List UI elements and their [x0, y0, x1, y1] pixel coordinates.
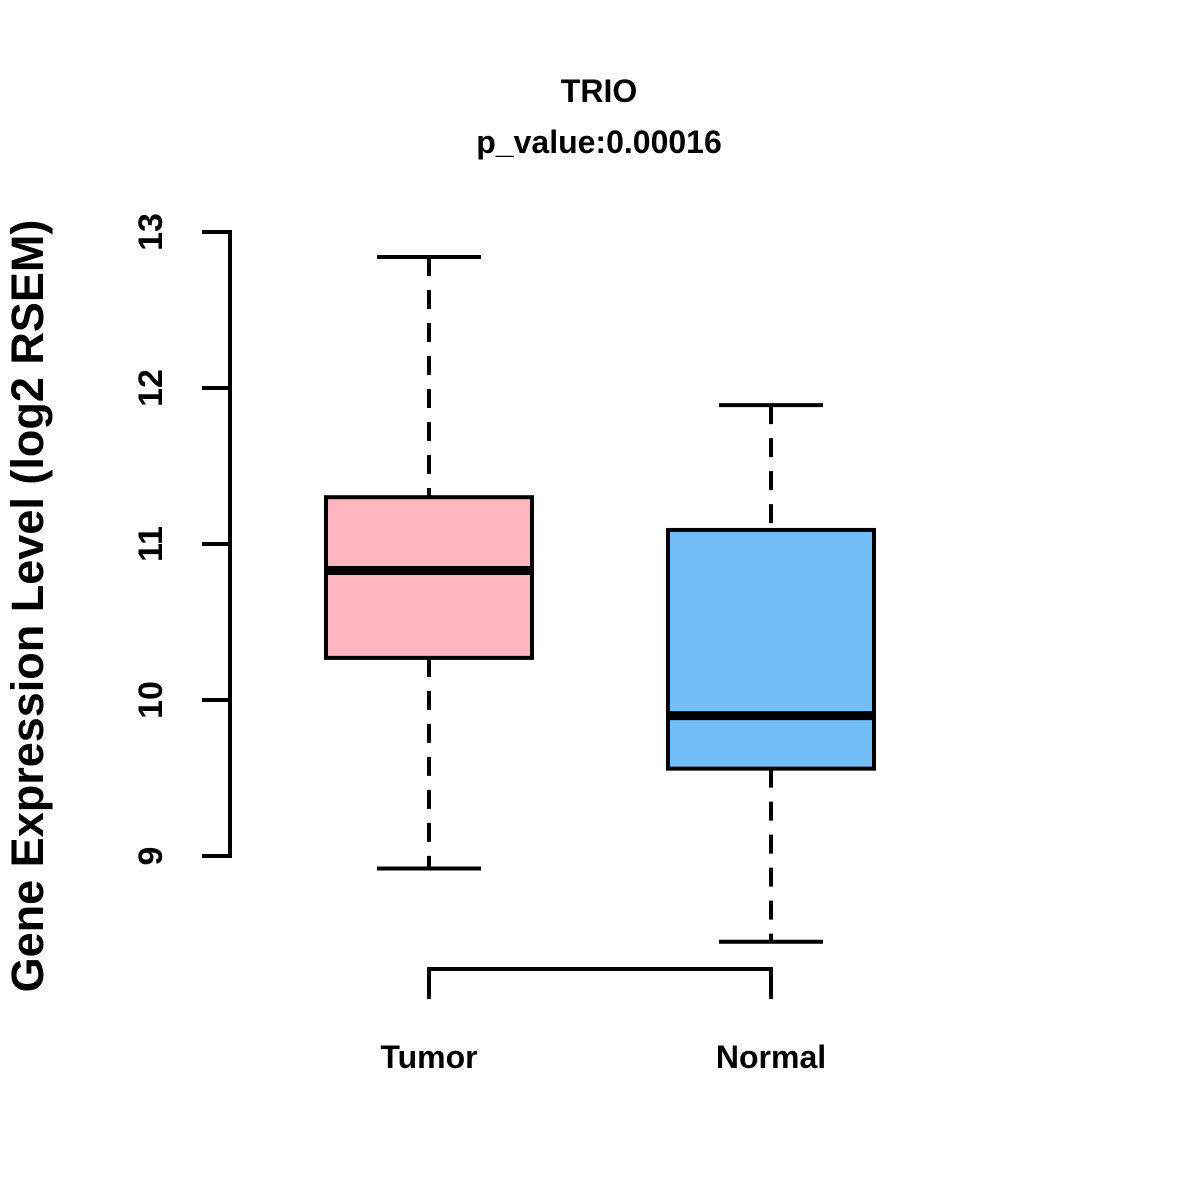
chart-subtitle: p_value:0.00016 [476, 124, 722, 160]
x-category-label-normal: Normal [716, 1039, 826, 1075]
y-axis-tick-label: 11 [132, 526, 170, 562]
tumor-box [324, 495, 534, 660]
y-axis-tick-label: 9 [132, 847, 170, 866]
x-category-label-tumor: Tumor [380, 1039, 477, 1075]
y-axis-tick-label: 12 [132, 369, 170, 407]
y-axis-tick-label: 13 [132, 213, 170, 251]
normal-box [666, 527, 876, 771]
chart-title: TRIO [560, 73, 638, 109]
y-axis-tick-label: 10 [132, 681, 170, 719]
y-axis-title: Gene Expression Level (log2 RSEM) [2, 220, 53, 993]
x-axis-bracket [427, 967, 773, 999]
